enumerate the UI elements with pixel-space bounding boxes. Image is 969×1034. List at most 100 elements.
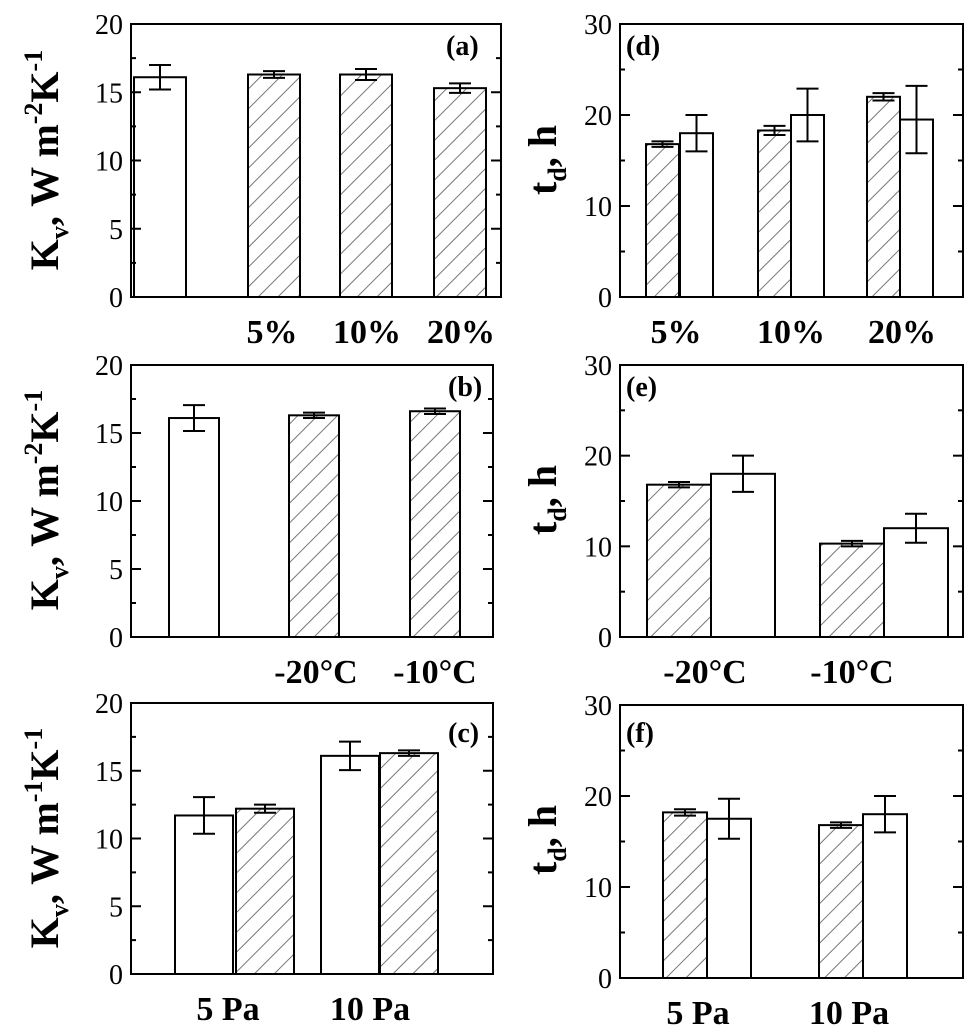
error-bar	[668, 480, 690, 489]
category-label: 10%	[757, 314, 825, 351]
y-tick-label: 0	[109, 960, 123, 991]
y-tick-label: 20	[95, 10, 123, 41]
error-bar	[830, 821, 852, 829]
error-bar	[905, 84, 928, 155]
bar-hatched	[409, 410, 461, 638]
y-axis-label: td, h	[520, 805, 572, 875]
error-bar	[674, 808, 696, 817]
panel-label: (a)	[446, 31, 479, 62]
y-tick-label: 20	[584, 442, 612, 473]
bar-plain	[862, 813, 908, 980]
y-tick-label: 0	[598, 283, 612, 314]
panel-f: 0 10 20 30 5 Pa 10 Pa (f) td, h	[520, 691, 964, 1032]
panel-label: (e)	[626, 372, 657, 403]
bar-hatched	[339, 73, 393, 298]
y-tick-label: 5	[109, 892, 123, 923]
bar-hatched	[646, 483, 712, 638]
y-tick-label: 5	[109, 215, 123, 246]
y-tick-label: 10	[95, 825, 123, 856]
bar-plain	[174, 814, 234, 976]
error-bar	[193, 796, 215, 835]
category-label: 5%	[651, 314, 702, 351]
error-bar	[718, 797, 740, 840]
error-bar	[874, 795, 896, 834]
error-bar	[424, 407, 446, 415]
panel-d: 0 10 20 30 5% 10% 20% (d) td, h	[520, 10, 964, 351]
category-label: -10°C	[810, 654, 893, 691]
panel-label: (b)	[448, 372, 482, 403]
y-tick-label: 0	[109, 283, 123, 314]
error-bar	[796, 87, 819, 143]
y-axis-label: td, h	[520, 125, 572, 195]
category-label: -20°C	[274, 654, 357, 691]
y-axis-label: Kv, W m-2K-1	[19, 50, 74, 270]
y-axis-label: td, h	[520, 465, 572, 535]
category-label: 5 Pa	[196, 991, 259, 1028]
error-bar	[732, 454, 754, 493]
bar-hatched	[433, 87, 487, 298]
bar-hatched	[757, 129, 792, 298]
error-bar	[355, 68, 377, 81]
category-label: 20%	[427, 314, 495, 351]
bar-plain	[790, 114, 825, 298]
y-tick-label: 10	[584, 873, 612, 904]
category-label: -10°C	[393, 654, 476, 691]
error-bar	[339, 740, 361, 772]
error-bar	[872, 92, 895, 102]
bar-hatched	[818, 824, 864, 979]
y-tick-label: 30	[584, 351, 612, 382]
bar-hatched	[235, 807, 295, 975]
category-label: 10 Pa	[809, 995, 889, 1032]
category-label: 10%	[333, 314, 401, 351]
y-tick-label: 15	[95, 419, 123, 450]
panel-c: 0 5 10 15 20 5 Pa 10 Pa (c) Kv, W m-1K-1	[19, 689, 494, 1028]
panel-e: 0 10 20 30 -20°C -10°C (e) td, h	[520, 351, 964, 691]
bar-hatched	[662, 811, 708, 979]
error-bar	[254, 803, 276, 814]
error-bar	[303, 411, 325, 420]
y-tick-label: 0	[598, 964, 612, 995]
y-tick-label: 0	[109, 623, 123, 654]
y-tick-label: 30	[584, 691, 612, 722]
y-tick-label: 10	[95, 487, 123, 518]
panel-label: (f)	[626, 718, 654, 749]
bar-hatched	[645, 143, 680, 298]
category-label: 10 Pa	[330, 991, 410, 1028]
bar-plain	[679, 132, 714, 298]
panel-b: 0 5 10 15 20 -20°C -10°C (b) Kv, W m-2K-1	[19, 351, 494, 691]
bar-hatched	[819, 542, 885, 639]
category-label: 20%	[868, 314, 936, 351]
bar-plain	[320, 754, 380, 975]
y-tick-label: 15	[95, 78, 123, 109]
y-tick-label: 10	[584, 532, 612, 563]
bar-hatched	[247, 73, 301, 298]
bar-hatched	[866, 95, 901, 298]
bar-plain	[168, 417, 220, 639]
bar-plain	[133, 76, 187, 298]
bar-plain	[706, 817, 752, 979]
error-bar	[841, 539, 863, 548]
y-tick-label: 20	[584, 782, 612, 813]
bar-plain	[710, 472, 776, 638]
error-bar	[449, 82, 471, 94]
y-tick-label: 15	[95, 757, 123, 788]
error-bar	[263, 70, 285, 79]
error-bar	[763, 124, 786, 137]
y-tick-label: 5	[109, 555, 123, 586]
category-label: -20°C	[663, 654, 746, 691]
bar-plain	[883, 527, 949, 639]
error-bar	[685, 114, 708, 153]
error-bar	[183, 404, 205, 432]
category-label: 5%	[247, 314, 298, 351]
y-tick-label: 20	[95, 351, 123, 382]
y-tick-label: 30	[584, 10, 612, 41]
y-tick-label: 20	[584, 101, 612, 132]
error-bar	[149, 63, 171, 91]
y-tick-label: 20	[95, 689, 123, 720]
panel-label: (d)	[626, 31, 660, 62]
y-tick-label: 0	[598, 623, 612, 654]
y-axis-label: Kv, W m-1K-1	[19, 728, 74, 948]
bar-hatched	[379, 752, 439, 976]
y-tick-label: 10	[584, 192, 612, 223]
